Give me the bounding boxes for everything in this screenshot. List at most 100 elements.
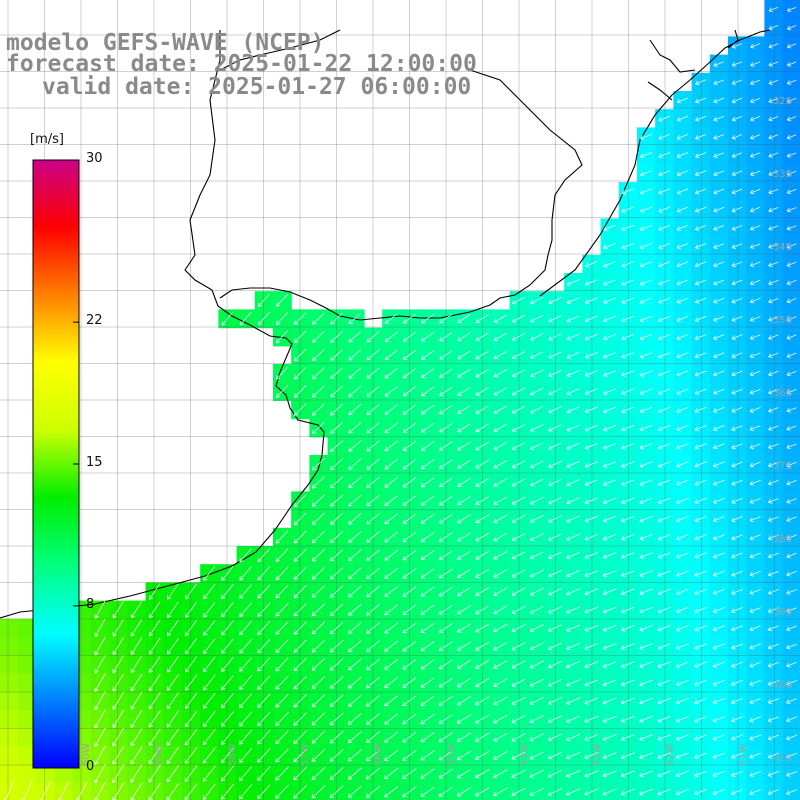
wind-arrow [750,170,761,176]
wind-arrow [713,134,725,140]
field-cell [345,691,365,711]
wind-arrow [712,788,726,796]
wind-arrow [311,767,326,781]
field-cell [418,527,438,547]
wind-arrow [293,512,307,526]
wind-arrow [293,621,307,635]
wind-arrow [621,388,635,395]
wind-arrow [676,243,689,250]
field-cell [182,673,201,693]
wind-arrow [384,640,399,652]
wind-arrow [311,748,326,762]
wind-arrow [493,769,508,778]
longitude-labels: 60W 59W 58W 57W 56W 55W 54W 53W 52W 51W [81,743,749,766]
wind-arrow [639,752,653,760]
wind-arrow [511,660,526,669]
field-cell [327,309,347,329]
wind-arrow [602,533,617,541]
wind-arrow [566,369,580,377]
wind-arrow [548,406,562,414]
field-cell [127,746,147,765]
wind-arrow [675,752,689,759]
field-cell [309,382,329,401]
wind-arrow [548,387,562,396]
field-cell [163,637,183,656]
wind-arrow [566,497,580,505]
wind-arrow [366,749,381,762]
field-cell [218,582,238,602]
field-cell [400,364,420,383]
field-cell [200,673,219,693]
field-cell [491,491,511,511]
wind-arrow [530,314,544,323]
wind-arrow [566,460,580,468]
latitude-labels: 32S 33S 34S 35S 36S 37S 38S 39S 40S 41S [773,96,792,764]
wind-arrow [603,388,617,395]
field-cell [455,436,474,456]
wind-arrow [384,367,398,379]
wind-arrow [749,261,761,267]
field-cell [491,364,511,383]
wind-arrow [347,749,362,762]
wind-arrow [657,461,671,468]
field-cell [163,764,183,784]
wind-arrow [330,440,344,452]
wind-arrow [493,587,508,596]
wind-arrow [786,188,797,195]
wind-arrow [602,570,617,577]
wind-arrow [676,588,689,595]
coastline-south-america [0,29,771,619]
wind-arrow [621,224,635,231]
wind-arrow [749,425,761,431]
wind-arrow [548,533,562,541]
wind-arrow [402,604,417,615]
wind-arrow [475,641,490,651]
field-cell [254,655,274,674]
wind-arrow [384,731,399,743]
wind-arrow [293,385,307,398]
field-cell [273,546,292,565]
wind-arrow [767,734,780,741]
field-cell [527,436,547,456]
field-cell [18,709,37,729]
wind-arrow [749,352,761,359]
wind-arrow [749,716,762,723]
wind-arrow [712,734,725,741]
field-cell [309,309,329,329]
wind-arrow [676,352,689,359]
wind-arrows [3,6,798,800]
field-cell [382,564,401,583]
wind-arrow [511,387,526,396]
field-cell [400,764,420,784]
wind-arrow [457,605,472,615]
field-cell [400,618,420,638]
wind-arrow [749,570,761,577]
wind-arrow [639,315,653,322]
wind-arrow [749,516,761,522]
wind-arrow [293,748,308,763]
wind-arrow [239,566,252,581]
wind-arrow [566,570,581,578]
field-cell [491,382,511,401]
field-cell [327,491,347,511]
wind-arrow [768,243,779,249]
wind-arrow [657,752,671,759]
wind-arrow [511,332,526,341]
wind-arrow [712,461,725,468]
field-cell [382,345,401,365]
wind-arrow [167,619,179,637]
wind-arrow [257,748,271,763]
field-cell [273,527,292,547]
wind-arrow [621,352,635,359]
wind-arrow [657,679,671,687]
wind-arrow [511,642,526,651]
wind-arrow [203,583,216,600]
wind-arrow [439,459,453,469]
field-cell [527,637,547,656]
wind-arrow [493,623,508,633]
field-cell [36,764,56,784]
wind-arrow [384,313,398,324]
wind-arrow [511,460,526,469]
wind-arrow [584,606,599,614]
field-cell [345,546,365,565]
